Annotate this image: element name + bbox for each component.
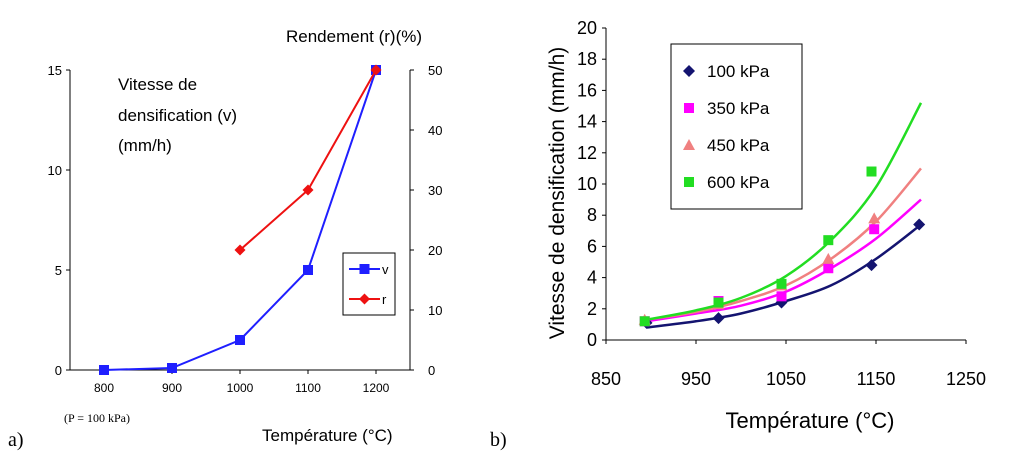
chart-a-right-tick-label: 0 <box>428 363 435 378</box>
chart-b-y-tick-label: 16 <box>577 80 597 100</box>
chart-b-point-600-kpa <box>823 235 834 246</box>
chart-a-legend-marker-r <box>359 293 370 305</box>
chart-a-series-v-point <box>99 365 109 375</box>
chart-b-legend-label-450-kpa: 450 kPa <box>707 136 770 155</box>
chart-a-legend-label-v: v <box>382 262 389 277</box>
chart-b-y-tick-label: 14 <box>577 112 597 132</box>
chart-b-point-600-kpa <box>713 297 724 308</box>
chart-a-legend-marker-v <box>359 264 370 274</box>
chart-a-right-tick-label: 50 <box>428 63 442 78</box>
chart-b-point-100-kpa <box>913 218 926 231</box>
chart-a: Rendement (r)(%) Vitesse de densificatio… <box>48 27 443 445</box>
chart-a-x-tick-label: 1200 <box>363 381 390 395</box>
chart-a-series-v-point <box>303 265 313 275</box>
chart-a-left-tick-label: 10 <box>48 163 62 178</box>
chart-b-y-tick-label: 20 <box>577 18 597 38</box>
chart-a-series-r-line <box>239 69 377 251</box>
chart-b-legend-marker-350-kpa <box>684 103 694 113</box>
chart-b-point-350-kpa <box>823 263 834 274</box>
chart-b-legend-marker-100-kpa <box>683 65 695 77</box>
chart-a-series-v-point <box>235 335 245 345</box>
chart-b-y-tick-label: 4 <box>587 268 597 288</box>
chart-a-left-tick-label: 5 <box>55 263 62 278</box>
chart-b-legend-marker-450-kpa <box>683 139 695 150</box>
chart-b-y-tick-label: 8 <box>587 205 597 225</box>
chart-a-x-tick-label: 1000 <box>227 381 254 395</box>
chart-a-left-axis-title-line-2: densification (v) <box>118 106 237 125</box>
chart-a-series-r-point <box>302 184 314 196</box>
chart-b-y-tick-label: 12 <box>577 143 597 163</box>
chart-a-legend: vr <box>342 252 396 316</box>
chart-a-x-tick-label: 800 <box>94 381 114 395</box>
chart-b-y-tick-label: 0 <box>587 330 597 350</box>
chart-b-x-tick-label: 1250 <box>946 369 986 389</box>
chart-a-left-axis-title-line-1: Vitesse de <box>118 75 197 94</box>
panel-label-a: a) <box>8 429 24 451</box>
chart-a-left-axis-title-line-3: (mm/h) <box>118 136 172 155</box>
chart-b-x-tick-label: 850 <box>591 369 621 389</box>
chart-b-point-450-kpa <box>868 212 881 224</box>
chart-b-point-100-kpa <box>865 259 878 272</box>
chart-a-legend-label-r: r <box>382 292 387 307</box>
chart-a-pressure-note: (P = 100 kPa) <box>64 411 130 425</box>
chart-b-point-350-kpa <box>776 291 787 302</box>
chart-b-point-600-kpa <box>639 316 650 327</box>
chart-a-series-r-point <box>370 64 382 76</box>
chart-b-point-100-kpa <box>712 312 725 325</box>
chart-a-x-axis-title: Température (°C) <box>262 426 393 445</box>
chart-a-x-tick-label: 900 <box>162 381 182 395</box>
chart-b-x-tick-label: 950 <box>681 369 711 389</box>
chart-b-legend-label-350-kpa: 350 kPa <box>707 99 770 118</box>
chart-b-point-600-kpa <box>866 166 877 177</box>
chart-b-legend-label-600-kpa: 600 kPa <box>707 173 770 192</box>
chart-b-point-450-kpa <box>822 252 835 264</box>
chart-a-left-tick-label: 0 <box>55 363 62 378</box>
chart-a-right-tick-label: 20 <box>428 243 442 258</box>
chart-a-left-tick-label: 15 <box>48 63 62 78</box>
chart-a-right-tick-label: 40 <box>428 123 442 138</box>
chart-b-x-axis-title: Température (°C) <box>726 408 895 433</box>
chart-a-series-v-point <box>167 363 177 373</box>
chart-b-legend: 100 kPa 350 kPa 450 kPa 600 kPa <box>670 43 803 210</box>
chart-b-x-tick-label: 1050 <box>766 369 806 389</box>
chart-b-y-tick-label: 18 <box>577 49 597 69</box>
chart-a-series-r-point <box>234 244 246 256</box>
chart-a-right-axis-title: Rendement (r)(%) <box>286 27 422 46</box>
chart-b-legend-label-100-kpa: 100 kPa <box>707 62 770 81</box>
chart-b-y-tick-label: 2 <box>587 299 597 319</box>
chart-a-x-tick-label: 1100 <box>295 381 321 395</box>
chart-a-right-tick-label: 10 <box>428 303 442 318</box>
chart-b-y-tick-label: 6 <box>587 236 597 256</box>
chart-b-point-350-kpa <box>869 224 880 235</box>
chart-b-fit-curve-600-kpa <box>646 102 923 321</box>
chart-b-y-axis-title: Vitesse de densification (mm/h) <box>546 47 569 340</box>
chart-b-y-tick-label: 10 <box>577 174 597 194</box>
chart-a-right-tick-label: 30 <box>428 183 442 198</box>
chart-a-legend-box <box>342 252 396 316</box>
chart-b: Vitesse de densification (mm/h) Températ… <box>546 18 986 433</box>
chart-b-x-tick-label: 1150 <box>857 369 896 389</box>
panel-label-b: b) <box>490 429 507 451</box>
chart-b-point-600-kpa <box>776 278 787 289</box>
chart-b-legend-marker-600-kpa <box>684 177 694 187</box>
